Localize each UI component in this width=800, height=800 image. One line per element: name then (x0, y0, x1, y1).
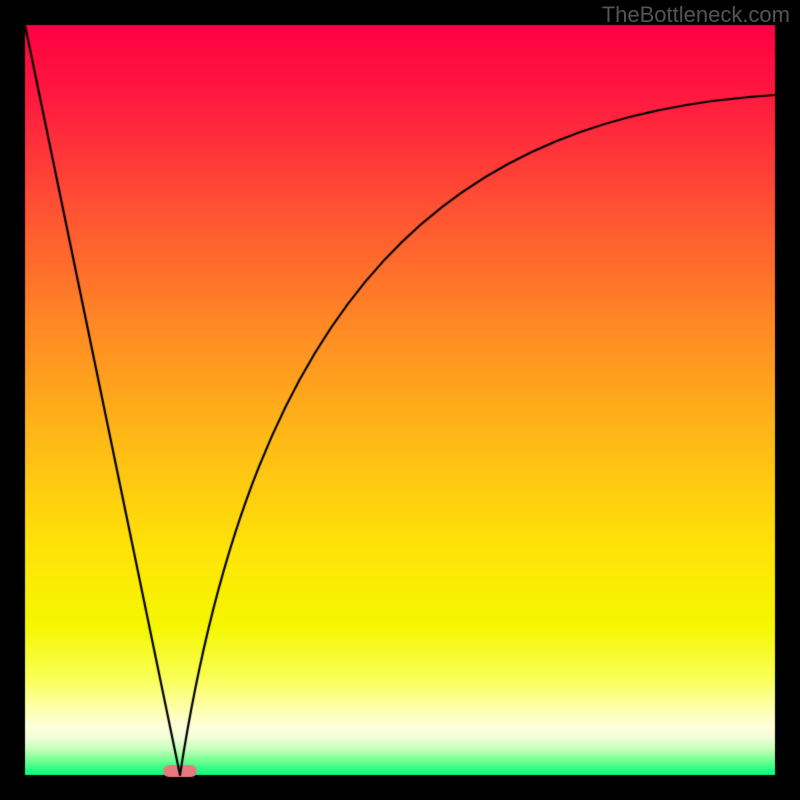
bottleneck-chart-canvas (0, 0, 800, 800)
watermark-text: TheBottleneck.com (602, 2, 790, 28)
chart-container: TheBottleneck.com (0, 0, 800, 800)
